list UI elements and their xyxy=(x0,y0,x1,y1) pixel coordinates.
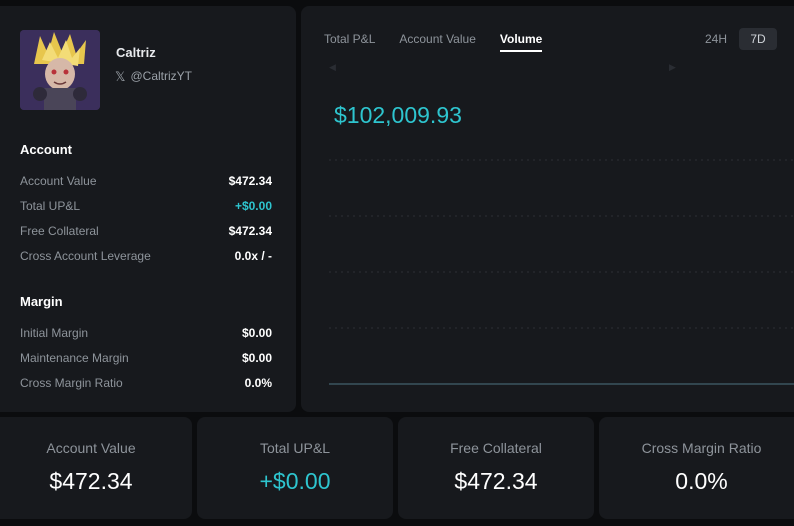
stat-value: $0.00 xyxy=(241,351,272,365)
card-label: Cross Margin Ratio xyxy=(641,440,762,456)
tab-total-pnl[interactable]: Total P&L xyxy=(324,32,376,46)
tab-account-value[interactable]: Account Value xyxy=(399,32,476,46)
chart-value: $102,009.93 xyxy=(334,102,462,128)
card-label: Account Value xyxy=(46,440,136,456)
stat-value: 0.0x / - xyxy=(234,249,272,263)
free-collateral-row: Free Collateral $472.34 xyxy=(20,224,272,238)
stat-label: Initial Margin xyxy=(20,326,89,340)
card-free-collateral: Free Collateral $472.34 xyxy=(398,417,594,519)
total-upnl-row: Total UP&L +$0.00 xyxy=(20,199,272,213)
card-cross-margin-ratio: Cross Margin Ratio 0.0% xyxy=(599,417,794,519)
card-value: +$0.00 xyxy=(259,468,331,494)
stat-value: 0.0% xyxy=(244,376,272,390)
card-label: Free Collateral xyxy=(450,440,542,456)
account-summary-panel: Caltriz 𝕏 @CaltrizYT Account Account Val… xyxy=(0,6,296,412)
time-range-toggle: 24H 7D xyxy=(697,28,777,50)
volume-chart xyxy=(329,159,794,385)
profile-name: Caltriz xyxy=(116,45,156,60)
avatar[interactable] xyxy=(20,30,100,110)
stat-label: Free Collateral xyxy=(20,224,99,238)
maintenance-margin-row: Maintenance Margin $0.00 xyxy=(20,351,272,365)
cross-margin-ratio-row: Cross Margin Ratio 0.0% xyxy=(20,376,272,390)
stat-label: Total UP&L xyxy=(20,199,81,213)
chart-panel: Total P&L Account Value Volume 24H 7D ◀ … xyxy=(301,6,794,412)
card-value: $472.34 xyxy=(454,468,538,494)
card-value: $472.34 xyxy=(49,468,133,494)
range-24h-button[interactable]: 24H xyxy=(704,32,727,46)
card-account-value: Account Value $472.34 xyxy=(0,417,192,519)
account-value-row: Account Value $472.34 xyxy=(20,174,272,188)
stat-value: +$0.00 xyxy=(234,199,272,213)
card-total-upnl: Total UP&L +$0.00 xyxy=(197,417,393,519)
avatar-image xyxy=(20,30,100,110)
stat-value: $472.34 xyxy=(228,224,272,238)
card-value: 0.0% xyxy=(675,468,728,494)
initial-margin-row: Initial Margin $0.00 xyxy=(20,326,272,340)
stat-value: $0.00 xyxy=(241,326,272,340)
stat-label: Maintenance Margin xyxy=(20,351,129,365)
chevron-right-icon[interactable]: ▶ xyxy=(669,62,676,72)
profile-handle: @CaltrizYT xyxy=(130,69,193,83)
stat-value: $472.34 xyxy=(228,174,272,188)
margin-section-title: Margin xyxy=(20,294,63,309)
stat-label: Account Value xyxy=(20,174,97,188)
stat-label: Cross Margin Ratio xyxy=(20,376,123,390)
cross-account-leverage-row: Cross Account Leverage 0.0x / - xyxy=(20,249,272,263)
tab-volume[interactable]: Volume xyxy=(499,32,543,52)
profile-handle-row[interactable]: 𝕏 @CaltrizYT xyxy=(115,69,192,83)
x-logo-icon: 𝕏 xyxy=(115,68,126,84)
chart-tabs: Total P&L Account Value Volume xyxy=(324,32,543,52)
card-label: Total UP&L xyxy=(259,440,331,456)
account-section-title: Account xyxy=(20,142,72,157)
range-7d-button[interactable]: 7D xyxy=(739,28,777,50)
chevron-left-icon[interactable]: ◀ xyxy=(329,62,336,72)
stat-label: Cross Account Leverage xyxy=(20,249,151,263)
